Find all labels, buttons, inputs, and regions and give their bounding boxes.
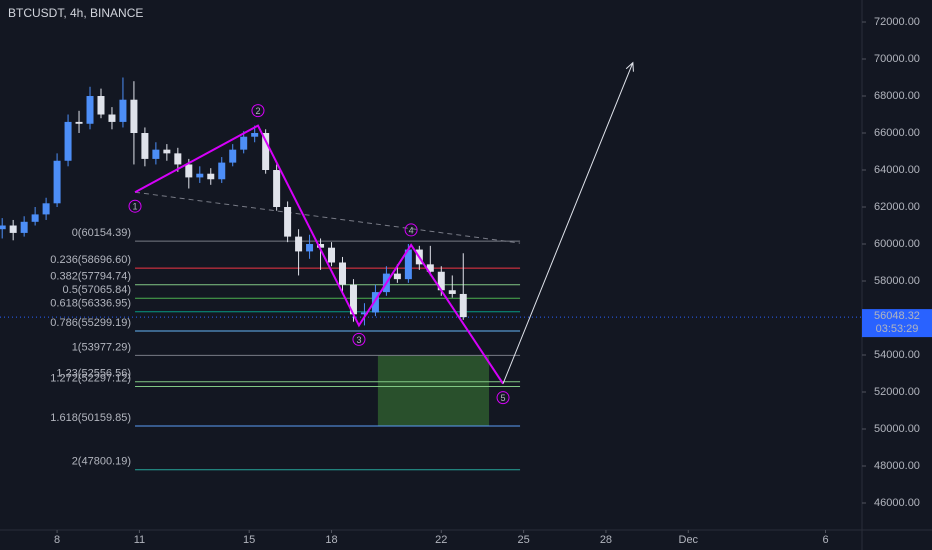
wave-marker [251, 104, 265, 118]
candle-body [0, 225, 6, 230]
candle-body [20, 221, 28, 233]
fib-label: 1.272(52297.12) [50, 372, 131, 384]
candle-body [284, 207, 292, 237]
y-tick-label: 64000.00 [874, 164, 920, 176]
candle-body [448, 290, 456, 294]
candle-body [75, 121, 83, 124]
wave-line [134, 124, 504, 385]
candle-body [108, 114, 116, 122]
candle-body [328, 247, 336, 263]
y-tick-label: 46000.00 [874, 497, 920, 509]
candle-body [163, 149, 171, 154]
candle-body [426, 264, 434, 272]
candle-body [306, 244, 314, 252]
candle-body [349, 284, 357, 315]
fib-label: 1.23(52556.56) [56, 368, 131, 380]
wave-label: 2 [255, 106, 260, 116]
candle-body [86, 96, 94, 124]
y-tick-label: 66000.00 [874, 127, 920, 139]
wave-label: 5 [501, 393, 506, 403]
x-tick-label: 22 [435, 534, 447, 546]
candle-body [31, 214, 39, 222]
candle-body [185, 164, 193, 178]
x-tick-label: Dec [679, 534, 699, 546]
projection-arrow [502, 62, 634, 384]
candle-body [317, 244, 325, 248]
candle-body [174, 153, 182, 165]
candle-body [404, 249, 412, 280]
candle-body [240, 136, 248, 150]
x-tick-label: 11 [134, 534, 145, 546]
candle-body [459, 293, 467, 318]
target-box [377, 354, 490, 427]
wave-marker [404, 223, 418, 237]
wave-marker [128, 199, 142, 213]
candle-body [393, 273, 401, 280]
y-tick-label: 54000.00 [874, 349, 920, 361]
wave-marker [352, 332, 366, 346]
y-tick-label: 50000.00 [874, 423, 920, 435]
candle-body [196, 173, 204, 178]
fib-label: 0(60154.39) [72, 227, 131, 239]
y-tick-label: 52000.00 [874, 386, 920, 398]
candle-body [295, 236, 303, 252]
arrow-head [625, 61, 634, 72]
fib-label: 0.618(56336.95) [50, 298, 131, 310]
candle-body [141, 133, 149, 159]
x-tick-label: 8 [54, 534, 60, 546]
candle-body [119, 99, 127, 122]
candle-body [338, 262, 346, 285]
candle-body [273, 170, 281, 208]
trendline [134, 191, 521, 244]
y-tick-label: 70000.00 [874, 53, 920, 65]
fib-label: 1.618(50159.85) [50, 412, 131, 424]
y-tick-label: 60000.00 [874, 238, 920, 250]
fib-label: 0.236(58696.60) [50, 254, 131, 266]
candle-body [130, 99, 138, 134]
x-tick-label: 28 [600, 534, 612, 546]
y-tick-label: 58000.00 [874, 275, 920, 287]
wave-label: 4 [409, 225, 414, 235]
x-tick-label: 25 [517, 534, 529, 546]
fib-label: 2(47800.19) [72, 456, 131, 468]
y-tick-label: 72000.00 [874, 16, 920, 28]
wave-marker [496, 391, 510, 405]
chart-title: BTCUSDT, 4h, BINANCE [8, 6, 143, 20]
fib-label: 0.382(57794.74) [50, 271, 131, 283]
candle-body [251, 133, 259, 137]
candle-body [360, 312, 368, 315]
candle-body [42, 203, 50, 215]
candle-body [53, 160, 61, 204]
countdown-label: 03:53:29 [876, 323, 919, 335]
candle-body [229, 149, 237, 163]
candle-body [218, 162, 226, 180]
candle-body [152, 149, 160, 159]
y-tick-label: 68000.00 [874, 90, 920, 102]
wave-label: 1 [133, 202, 138, 212]
last-price-label: 56048.32 [874, 310, 920, 322]
candle-body [207, 173, 215, 180]
candle-body [262, 133, 270, 171]
x-tick-label: 18 [325, 534, 337, 546]
y-tick-label: 62000.00 [874, 201, 920, 213]
wave-label: 3 [356, 335, 361, 345]
fib-label: 0.786(55299.19) [50, 317, 131, 329]
candle-body [9, 225, 17, 233]
fib-label: 1(53977.29) [72, 341, 131, 353]
candle-body [371, 292, 379, 313]
fib-label: 0.5(57065.84) [63, 284, 132, 296]
x-tick-label: 6 [822, 534, 828, 546]
y-tick-label: 48000.00 [874, 460, 920, 472]
last-price-box [862, 309, 932, 338]
x-tick-label: 15 [243, 534, 255, 546]
candle-body [97, 96, 105, 115]
candle-body [437, 271, 445, 291]
candle-body [64, 121, 72, 161]
